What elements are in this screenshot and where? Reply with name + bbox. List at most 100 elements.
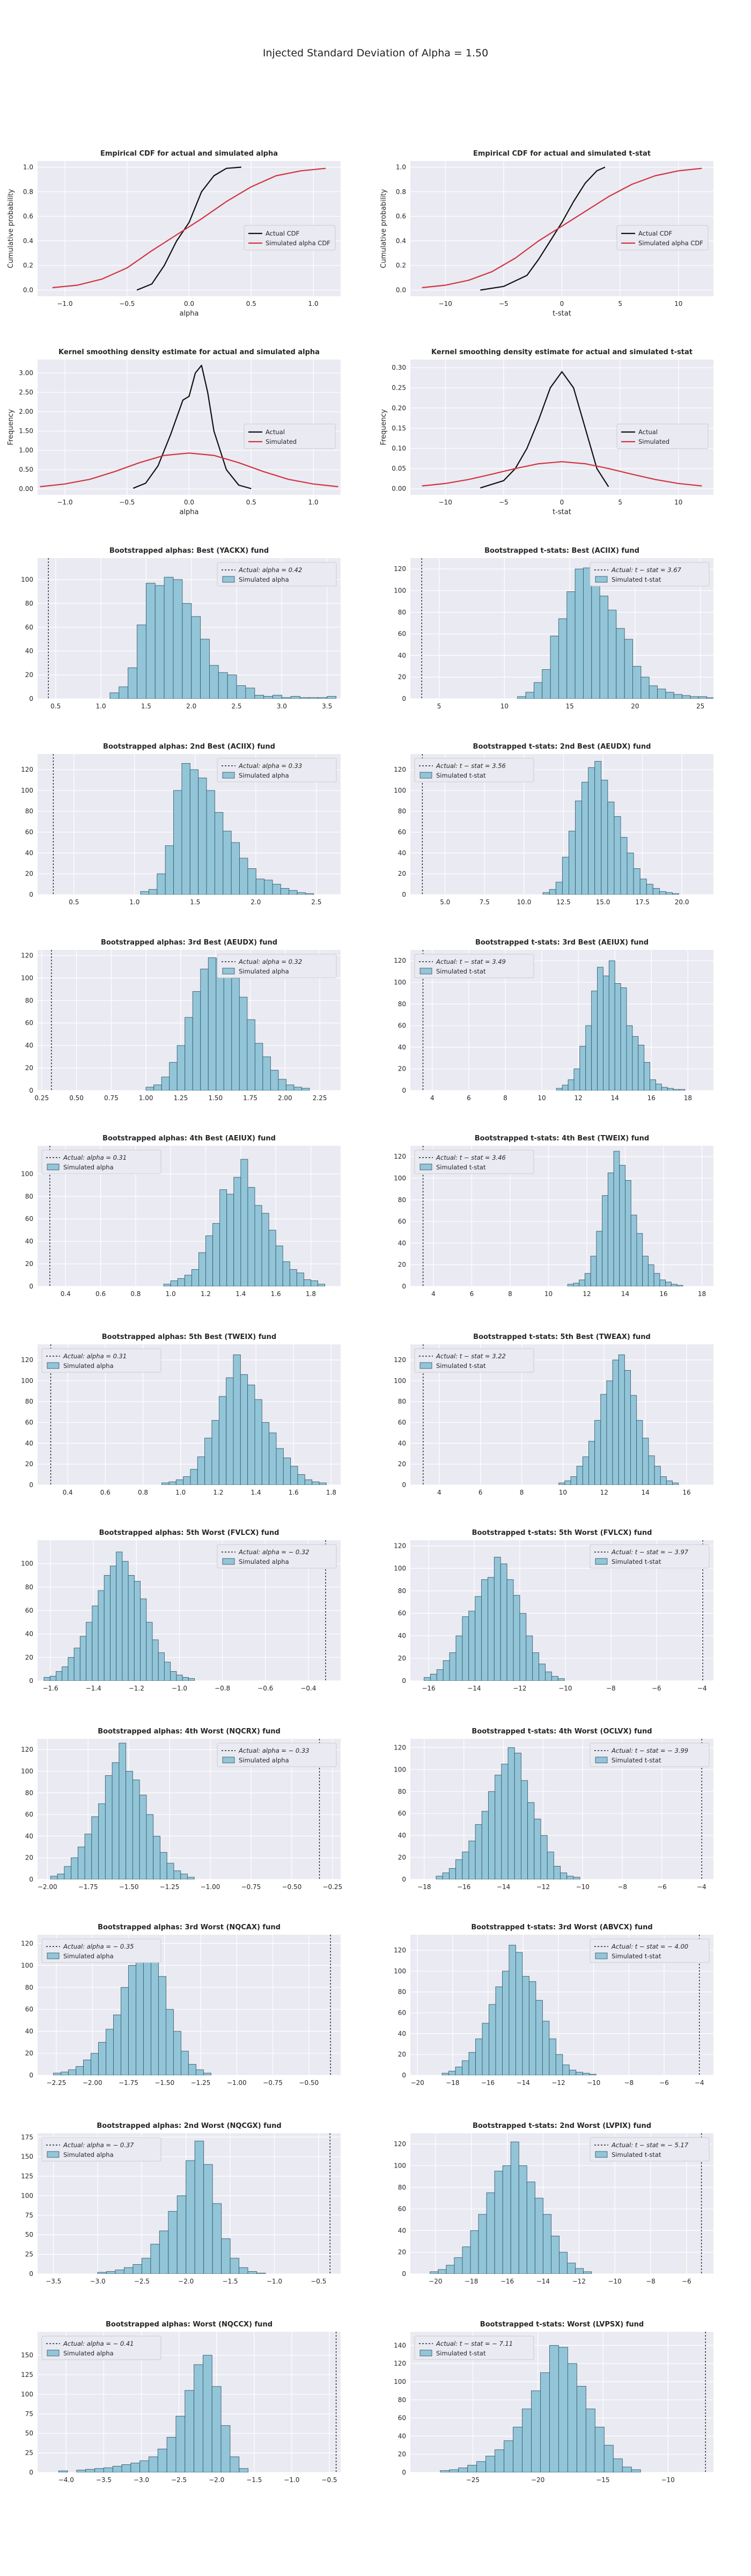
y-tick-label: 0.50 [19,466,33,473]
x-tick-label: −20 [531,2476,544,2484]
y-tick-label: 40 [398,652,406,659]
legend-swatch-simulated [47,1362,60,1369]
histogram-bar [485,2456,496,2472]
histogram-bar [115,2270,124,2274]
histogram-bar [430,2271,439,2274]
x-tick-label: −10 [608,2278,621,2285]
plot-marks [423,1344,679,1485]
legend-box [41,2137,161,2162]
histogram-bar [255,879,265,895]
subplot-21: Bootstrapped alphas: 2nd Worst (NQCGX) f… [21,2122,341,2285]
x-tick-label: 1.0 [308,300,319,308]
x-tick-label: −6 [659,2079,669,2087]
plot-marks [440,2332,706,2472]
series-line-simulated-alpha-cdf [52,167,326,289]
y-tick-label: 125 [21,2371,33,2379]
histogram-bar [139,2460,149,2472]
histogram-bar [442,1872,450,1879]
histogram-bar [79,1636,87,1681]
legend-box [244,423,336,449]
x-tick-label: −0.8 [215,1685,230,1692]
x-tick-label: 10 [674,300,682,308]
subplot-20: Bootstrapped t-stats: 3rd Worst (ABVCX) … [394,1923,713,2087]
histogram-bar [121,1987,129,2075]
legend-swatch-simulated [222,576,235,583]
histogram-bar [601,780,608,895]
y-tick-label: 120 [394,1356,406,1364]
y-tick-label: 175 [21,2133,33,2141]
legend-label: Simulated [638,438,669,445]
histogram-bar [506,1579,514,1681]
x-tick-label: −10 [439,300,452,308]
x-tick-label: 1.0 [308,499,319,506]
y-tick-label: 60 [398,1218,406,1225]
legend-swatch-simulated [222,968,235,975]
x-tick-label: 1.5 [190,898,200,906]
y-tick-label: 20 [398,1460,406,1468]
legend-swatch-simulated [595,1558,608,1565]
y-tick-label: 25 [25,2449,33,2457]
histogram-bar [221,2238,231,2274]
y-tick-label: 0.0 [396,287,406,294]
legend-swatch-simulated [595,2151,608,2158]
legend: Actual: t − stat = − 5.17 Simulated t-sta… [590,2137,710,2162]
histogram-bar [682,695,691,699]
x-tick-label: −1.00 [227,2079,247,2087]
histogram-bar [53,2073,62,2075]
histogram-bar [603,2445,614,2472]
x-tick-label: −0.6 [257,1685,273,1692]
y-tick-label: 100 [394,587,406,594]
y-tick-label: 120 [21,1746,33,1753]
histogram-bar [676,1285,683,1286]
series-line-simulated-alpha-cdf [422,167,702,289]
x-tick-label: 1.5 [141,702,151,710]
y-tick-label: 0 [29,2270,33,2278]
histogram-bar [661,1087,668,1091]
legend-box [590,1743,710,1767]
histogram-bar [654,1466,661,1485]
histogram-bar [558,2347,568,2472]
histogram-bar [166,2009,174,2075]
x-tick-label: 1.25 [174,1094,188,1102]
y-tick-label: 3.00 [19,369,33,377]
histogram-bar [567,2363,577,2472]
histogram-bar [594,761,602,895]
subplot-6: Bootstrapped t-stats: Best (ACIIX) fund 5… [394,547,713,710]
y-tick-label: 20 [398,1065,406,1073]
plot-marks [53,1935,331,2075]
y-tick-label: 20 [398,1261,406,1269]
histogram-bar [206,790,215,895]
histogram-bar [545,1671,552,1681]
legend-label-simulated: Simulated t-stat [436,772,486,779]
histogram-bar [573,1283,580,1286]
subplot-22: Bootstrapped t-stats: 2nd Worst (LVPIX) … [394,2122,713,2285]
histogram-bar [227,675,237,699]
y-tick-label: 120 [394,766,406,773]
legend: Actual: alpha = 0.33 Simulated alpha [217,758,337,782]
legend-label-actual: Actual: t − stat = 3.46 [436,1154,506,1161]
histogram-bar [256,2273,266,2274]
histogram-bar [84,1833,92,1879]
histogram-bar [254,1205,262,1286]
histogram-bar [513,2427,522,2472]
histogram-bar [531,2390,541,2472]
legend: Actual: t − stat = − 4.00 Simulated t-sta… [590,1938,710,1963]
histogram-bar [582,1457,589,1485]
histogram-bar [128,1965,136,2075]
histogram-bar [667,1088,674,1091]
histogram-bar [121,2464,131,2472]
histogram-bar [73,1648,80,1681]
subplot-title: Bootstrapped alphas: 4th Best (AEIUX) fu… [102,1135,276,1143]
legend-label-simulated: Simulated alpha [63,2151,114,2158]
histogram-bar [283,1458,291,1485]
histogram-bar [590,1256,597,1286]
x-tick-label: −10 [587,2079,600,2087]
x-tick-label: −0.50 [282,1883,301,1891]
x-tick-label: 10 [544,1290,553,1298]
histogram-bar [589,2074,597,2075]
histogram-bar [247,2271,257,2274]
histogram-bar [462,1851,469,1879]
histogram-bar [230,2258,240,2274]
histogram-bar [567,2263,576,2274]
